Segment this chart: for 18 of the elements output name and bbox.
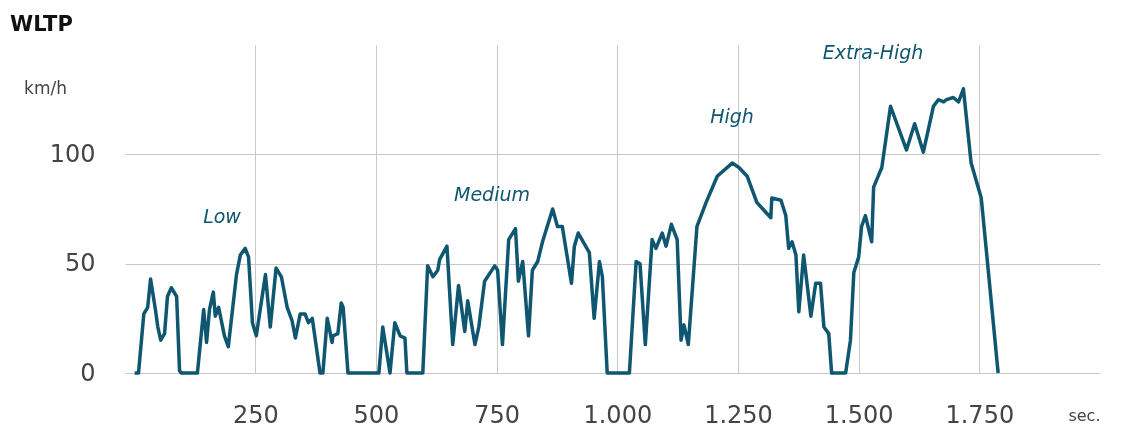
annotation: Low xyxy=(203,205,242,227)
x-tick-label: 750 xyxy=(474,400,521,429)
y-tick-label: 50 xyxy=(64,249,96,278)
annotation: Medium xyxy=(454,183,530,205)
x-tick-label: 1.750 xyxy=(945,400,1015,429)
y-axis-title: km/h xyxy=(24,77,67,98)
y-tick-label: 0 xyxy=(80,358,96,387)
x-tick-label: 1.500 xyxy=(824,400,894,429)
annotation: High xyxy=(710,105,754,127)
x-tick-label: 1.250 xyxy=(704,400,773,429)
x-tick-label: 250 xyxy=(232,400,279,429)
annotation: Extra-High xyxy=(822,41,924,63)
y-tick-label: 100 xyxy=(49,139,96,168)
x-tick-label: 500 xyxy=(353,400,400,429)
chart-title: WLTP xyxy=(10,12,73,36)
line-series xyxy=(132,86,1000,375)
x-tick-label: 1.000 xyxy=(583,400,653,429)
x-axis-title: sec. xyxy=(1068,405,1101,425)
